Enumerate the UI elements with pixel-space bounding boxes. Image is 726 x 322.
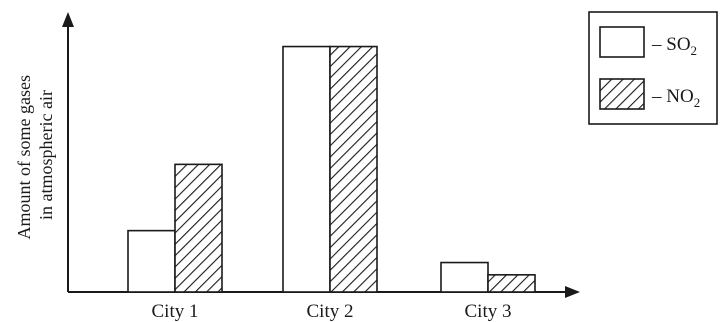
x-axis-arrow-icon: [565, 286, 580, 298]
y-axis-label-line-2: in atmospheric air: [36, 90, 56, 220]
legend-swatch-no2: [599, 78, 645, 110]
category-label-city-1: City 1: [152, 301, 199, 322]
legend-name-no2: NO: [666, 86, 693, 107]
bar-no2-city-3: [487, 274, 536, 293]
category-labels: City 1 City 2 City 3: [152, 301, 512, 322]
legend-prefix-so2: –: [651, 34, 666, 55]
legend-label-no2: – NO2: [651, 86, 700, 110]
legend-subscript-no2: 2: [694, 95, 701, 110]
legend-swatch-so2: [599, 26, 645, 58]
category-label-city-2: City 2: [307, 301, 354, 322]
bar-no2-city-1: [174, 163, 223, 293]
bar-so2-city-1: [127, 229, 176, 293]
legend-name-so2: SO: [666, 34, 690, 55]
y-axis-label-line-1: Amount of some gases: [14, 75, 34, 239]
legend-label-so2: – SO2: [651, 34, 697, 58]
legend-prefix-no2: –: [651, 86, 666, 107]
bars-layer: [127, 45, 536, 293]
bar-so2-city-3: [440, 261, 489, 293]
y-axis-label: Amount of some gases in atmospheric air: [14, 71, 56, 240]
bar-no2-city-2: [329, 45, 378, 293]
bar-so2-city-2: [282, 45, 331, 293]
legend: – SO2 – NO2: [588, 11, 718, 125]
legend-subscript-so2: 2: [691, 43, 698, 58]
category-label-city-3: City 3: [465, 301, 512, 322]
y-axis-arrow-icon: [62, 12, 74, 27]
